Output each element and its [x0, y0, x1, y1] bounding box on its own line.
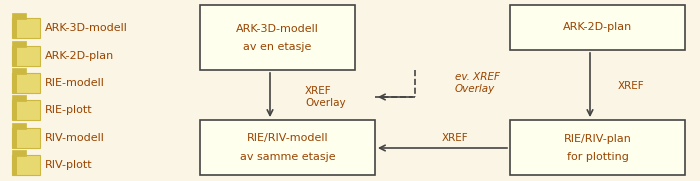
Text: RIE-modell: RIE-modell [45, 78, 105, 88]
Bar [200, 120, 375, 175]
Text: ARK-3D-modell: ARK-3D-modell [45, 23, 128, 33]
Bar [12, 73, 17, 93]
Bar [12, 41, 26, 47]
Bar [12, 95, 26, 101]
Text: ARK-2D-plan: ARK-2D-plan [563, 22, 632, 33]
Bar [12, 155, 17, 175]
Text: RIE/RIV-plan: RIE/RIV-plan [564, 134, 631, 144]
Text: for plotting: for plotting [566, 151, 629, 161]
Bar [12, 150, 26, 156]
Bar [510, 5, 685, 50]
Bar [12, 18, 17, 38]
Bar [12, 46, 17, 66]
Bar [12, 123, 26, 129]
Bar [12, 68, 26, 74]
Text: XREF
Overlay: XREF Overlay [305, 86, 346, 108]
Bar [12, 128, 40, 148]
Text: RIE/RIV-modell: RIE/RIV-modell [246, 134, 328, 144]
Text: ARK-2D-plan: ARK-2D-plan [45, 51, 114, 61]
Bar [12, 128, 17, 148]
Text: av samme etasje: av samme etasje [239, 151, 335, 161]
Text: RIV-modell: RIV-modell [45, 133, 105, 143]
Text: RIV-plott: RIV-plott [45, 160, 92, 170]
Text: ev. XREF
Overlay: ev. XREF Overlay [455, 72, 500, 94]
Text: XREF: XREF [618, 81, 645, 91]
Bar [12, 155, 40, 175]
Text: av en etasje: av en etasje [244, 41, 312, 52]
Text: RIE-plott: RIE-plott [45, 105, 92, 115]
Bar [200, 5, 355, 70]
Text: ARK-3D-modell: ARK-3D-modell [236, 24, 319, 33]
Bar [12, 100, 40, 120]
Bar [12, 13, 26, 19]
Bar [12, 46, 40, 66]
Bar [12, 73, 40, 93]
Bar [510, 120, 685, 175]
Bar [12, 18, 40, 38]
Bar [12, 100, 17, 120]
Text: XREF: XREF [442, 133, 468, 143]
